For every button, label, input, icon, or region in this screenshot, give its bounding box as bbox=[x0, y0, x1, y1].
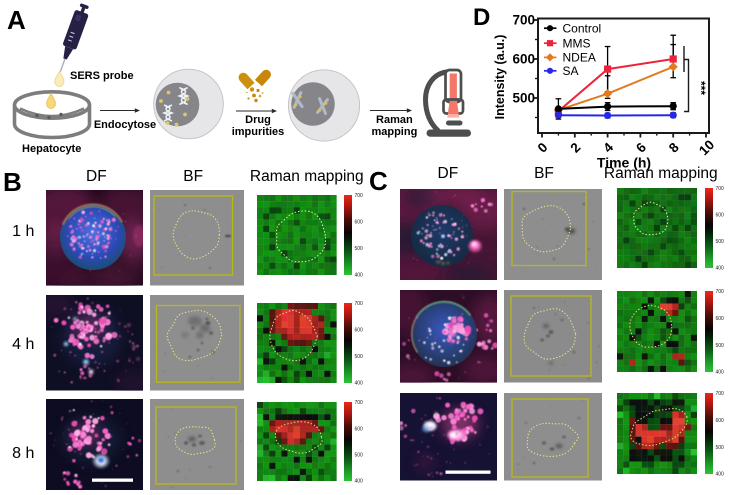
svg-text:SA: SA bbox=[563, 64, 579, 78]
svg-text:Control: Control bbox=[563, 21, 602, 35]
svg-text:500: 500 bbox=[355, 354, 364, 360]
svg-text:700: 700 bbox=[512, 13, 535, 28]
svg-text:2: 2 bbox=[567, 140, 583, 156]
svg-text:700: 700 bbox=[716, 391, 725, 397]
svg-text:700: 700 bbox=[355, 193, 364, 199]
svg-text:500: 500 bbox=[716, 239, 725, 245]
svg-text:Intensity (a.u.): Intensity (a.u.) bbox=[493, 35, 507, 120]
svg-text:600: 600 bbox=[355, 328, 364, 334]
svg-text:500: 500 bbox=[512, 91, 535, 106]
svg-text:400: 400 bbox=[716, 370, 725, 374]
svg-text:600: 600 bbox=[512, 52, 535, 67]
svg-text:NDEA: NDEA bbox=[563, 51, 596, 65]
svg-text:500: 500 bbox=[355, 453, 364, 459]
svg-text:400: 400 bbox=[355, 479, 364, 483]
svg-text:6: 6 bbox=[633, 139, 649, 155]
svg-text:600: 600 bbox=[355, 220, 364, 226]
svg-text:700: 700 bbox=[716, 289, 725, 295]
svg-text:400: 400 bbox=[355, 381, 364, 385]
svg-text:0: 0 bbox=[535, 140, 551, 156]
svg-text:400: 400 bbox=[716, 266, 725, 270]
svg-text:700: 700 bbox=[355, 301, 364, 307]
svg-text:700: 700 bbox=[355, 400, 364, 406]
svg-text:500: 500 bbox=[716, 343, 725, 349]
svg-text:600: 600 bbox=[716, 418, 725, 424]
svg-text:600: 600 bbox=[355, 426, 364, 432]
svg-text:8: 8 bbox=[666, 139, 682, 155]
svg-text:700: 700 bbox=[716, 186, 725, 192]
svg-text:Time (h): Time (h) bbox=[597, 155, 651, 171]
svg-text:600: 600 bbox=[716, 213, 725, 219]
svg-text:10: 10 bbox=[696, 137, 717, 158]
svg-text:500: 500 bbox=[716, 445, 725, 451]
svg-text:4: 4 bbox=[600, 139, 616, 155]
svg-text:***: *** bbox=[694, 81, 708, 95]
svg-text:MMS: MMS bbox=[563, 36, 591, 50]
svg-text:400: 400 bbox=[716, 472, 725, 476]
svg-text:500: 500 bbox=[355, 246, 364, 252]
svg-text:400: 400 bbox=[355, 273, 364, 277]
svg-text:600: 600 bbox=[716, 316, 725, 322]
